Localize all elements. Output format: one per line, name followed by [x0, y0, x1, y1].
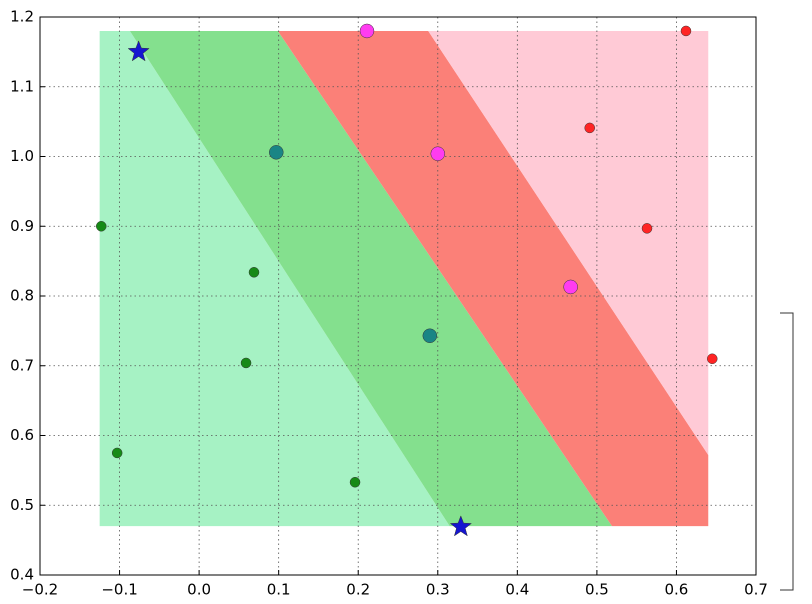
region [99, 30, 450, 527]
y-tick-label: 0.8 [10, 287, 34, 305]
y-tick-label: 1.1 [10, 77, 34, 95]
point [96, 221, 107, 232]
y-tick-label: 1.0 [10, 147, 34, 165]
star-point [449, 515, 472, 537]
cropped-bracket [780, 312, 794, 591]
point [422, 328, 438, 344]
point [111, 447, 123, 459]
point [563, 279, 578, 295]
plot-frame [39, 16, 757, 576]
x-tick-label: 0.6 [665, 581, 689, 599]
x-tick-label: 0.5 [585, 581, 609, 599]
region [277, 30, 709, 527]
region [129, 30, 613, 527]
x-tick-label: 0.4 [505, 581, 529, 599]
y-tick-label: 0.7 [10, 356, 34, 374]
star-point [127, 40, 150, 62]
region [428, 30, 709, 456]
y-tick-label: 0.9 [10, 217, 34, 235]
point [430, 146, 446, 161]
x-tick-label: 0.0 [187, 581, 211, 599]
x-tick-label: 0.7 [744, 581, 768, 599]
y-tick-label: 0.4 [10, 566, 34, 584]
point [641, 223, 653, 234]
x-tick-label: 0.2 [346, 581, 370, 599]
point [584, 122, 595, 134]
y-tick-label: 0.5 [10, 496, 34, 514]
point [269, 145, 284, 160]
point [349, 476, 361, 488]
point [359, 23, 375, 39]
point [680, 25, 692, 37]
x-tick-label: 0.1 [267, 581, 291, 599]
x-tick-label: −0.2 [22, 581, 58, 599]
point [248, 267, 260, 278]
x-tick-label: −0.1 [101, 581, 137, 599]
x-tick-label: 0.3 [426, 581, 450, 599]
point [706, 353, 718, 365]
y-tick-label: 1.2 [10, 8, 34, 26]
y-tick-label: 0.6 [10, 426, 34, 444]
point [240, 357, 252, 369]
